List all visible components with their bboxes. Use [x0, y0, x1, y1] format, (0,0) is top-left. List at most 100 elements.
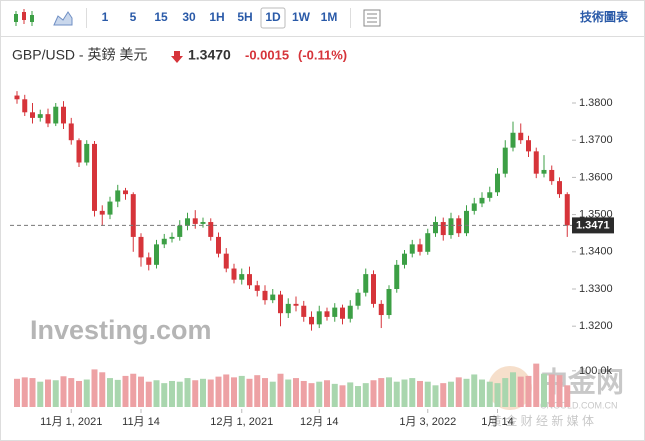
volume-bar [300, 380, 307, 407]
volume-bar [91, 369, 98, 407]
x-tick-label: 12月 1, 2021 [210, 416, 273, 428]
interval-button[interactable]: 1 [102, 10, 109, 24]
candle-body [92, 143, 97, 211]
volume-bar [238, 375, 245, 407]
volume-bar [76, 380, 82, 407]
volume-bar [99, 372, 106, 407]
candle-body [192, 218, 198, 224]
price: 1.3470 [188, 47, 231, 63]
candle-body [239, 274, 245, 280]
candle-body [254, 285, 260, 291]
volume-bar [200, 378, 206, 407]
volume-bar [362, 383, 369, 407]
candle-body [169, 236, 175, 239]
candle-body [161, 238, 167, 245]
volume-bar [409, 378, 416, 407]
candle-body [332, 307, 338, 317]
y-tick-label: 1.3800 [579, 97, 613, 109]
candle-body [502, 147, 508, 174]
interval-button[interactable]: 1W [292, 10, 311, 24]
candle-body [53, 106, 59, 124]
candle-body [386, 289, 392, 316]
candle-body [363, 274, 369, 293]
volume-bar [52, 380, 59, 407]
candle-body [518, 132, 524, 141]
volume-bar [285, 379, 292, 407]
volume-bar [517, 376, 524, 407]
volume-bar [68, 378, 75, 407]
volume-bar [564, 385, 571, 407]
change-pct: (-0.11%) [298, 47, 347, 62]
candle-body [22, 99, 28, 113]
tools-label[interactable]: 技術圖表 [580, 9, 629, 24]
volume-bar [308, 383, 315, 407]
interval-button[interactable]: 5 [130, 10, 137, 24]
interval-button[interactable]: 30 [182, 10, 196, 24]
interval-button[interactable]: 1M [321, 10, 338, 24]
volume-bar [331, 383, 338, 407]
candle-icon[interactable] [14, 9, 34, 26]
candle-body [123, 190, 128, 195]
volume-bar [269, 381, 276, 407]
candle-body [464, 210, 469, 234]
interval-button[interactable]: 1H [209, 10, 224, 24]
candle-body [309, 316, 314, 325]
candle-body [185, 218, 190, 226]
volume-bar [432, 385, 439, 407]
tools-icon[interactable] [363, 9, 381, 27]
candle-body [45, 114, 51, 124]
candle-body [130, 194, 136, 237]
volume-bar [130, 373, 137, 407]
candle-body [301, 305, 307, 317]
volume-bar [448, 381, 454, 407]
logo-watermark: Investing.com [30, 315, 212, 345]
volume-bar [424, 381, 431, 407]
volume-bar [494, 383, 501, 407]
volume-bar [107, 378, 113, 407]
x-tick-label: 11月 1, 2021 [40, 416, 102, 428]
y-tick-label: 1.3200 [579, 320, 613, 332]
area-icon[interactable] [53, 11, 73, 26]
volume-bar [114, 379, 121, 407]
volume-tick-label: 100.0k [579, 365, 613, 377]
volume-bar [455, 377, 462, 407]
volume-bar [548, 374, 555, 407]
candle-body [549, 169, 555, 182]
volume-bar [169, 380, 175, 407]
volume-bar [393, 381, 400, 407]
volume-bar [246, 378, 253, 407]
candle-body [433, 222, 438, 234]
volume-bar [192, 380, 199, 407]
candle-body [417, 244, 423, 252]
candle-body [138, 236, 144, 258]
interval-button[interactable]: 1D [265, 10, 281, 24]
interval-button[interactable]: 5H [237, 10, 252, 24]
volume-bar [215, 376, 222, 407]
y-tick-label: 1.3600 [579, 171, 613, 183]
volume-bar [525, 375, 532, 407]
candle-body [278, 294, 283, 314]
candle-body [37, 114, 43, 118]
candle-body [14, 95, 20, 100]
candle-body [440, 222, 446, 236]
candle-body [425, 233, 431, 252]
volume-bar [60, 376, 67, 407]
volume-bar [556, 375, 563, 407]
volume-bar [510, 372, 516, 407]
interval-button[interactable]: 15 [154, 10, 168, 24]
volume-bar [153, 380, 160, 407]
candle-body [99, 210, 105, 215]
volume-bar [533, 363, 540, 407]
volume-bar [378, 378, 385, 407]
volume-bar [277, 373, 284, 407]
volume-bar [184, 378, 191, 407]
volume-bar [502, 378, 509, 407]
volume-bar [14, 378, 20, 407]
volume-bar [541, 373, 547, 407]
candle-body [200, 222, 206, 224]
candle-body [448, 218, 454, 236]
volume-bar [207, 379, 214, 407]
volume-bar [316, 381, 323, 407]
volume-bar [138, 376, 144, 407]
